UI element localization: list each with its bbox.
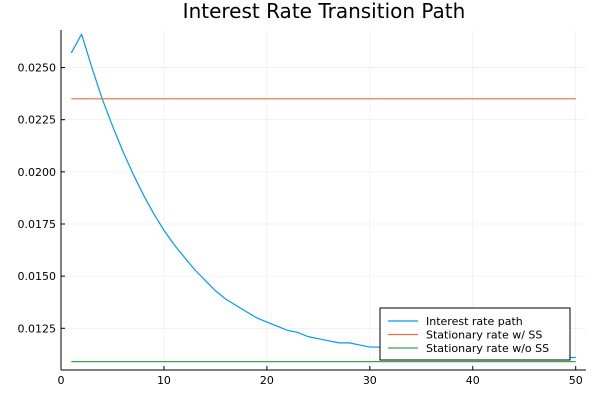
legend-label: Stationary rate w/o SS xyxy=(426,342,549,355)
y-tick-label: 0.0200 xyxy=(18,166,57,179)
y-tick-label: 0.0150 xyxy=(18,270,57,283)
y-tick-label: 0.0250 xyxy=(18,62,57,75)
x-tick-label: 40 xyxy=(466,374,480,387)
grid-layer xyxy=(60,30,586,370)
x-tick-label: 20 xyxy=(260,374,274,387)
y-tick-label: 0.0125 xyxy=(18,322,57,335)
x-tick-label: 30 xyxy=(363,374,377,387)
chart-title: Interest Rate Transition Path xyxy=(183,0,466,23)
x-tick-label: 10 xyxy=(157,374,171,387)
y-tick-label: 0.0175 xyxy=(18,218,57,231)
y-tick-label: 0.0225 xyxy=(18,114,57,127)
x-tick-label: 50 xyxy=(569,374,583,387)
legend-label: Interest rate path xyxy=(426,315,523,328)
x-tick-label: 0 xyxy=(58,374,65,387)
legend-label: Stationary rate w/ SS xyxy=(426,329,542,342)
axes-layer: 0 10 20 30 40 50 0.0125 0.0150 0.0175 0.0200 0.022… xyxy=(18,30,586,387)
